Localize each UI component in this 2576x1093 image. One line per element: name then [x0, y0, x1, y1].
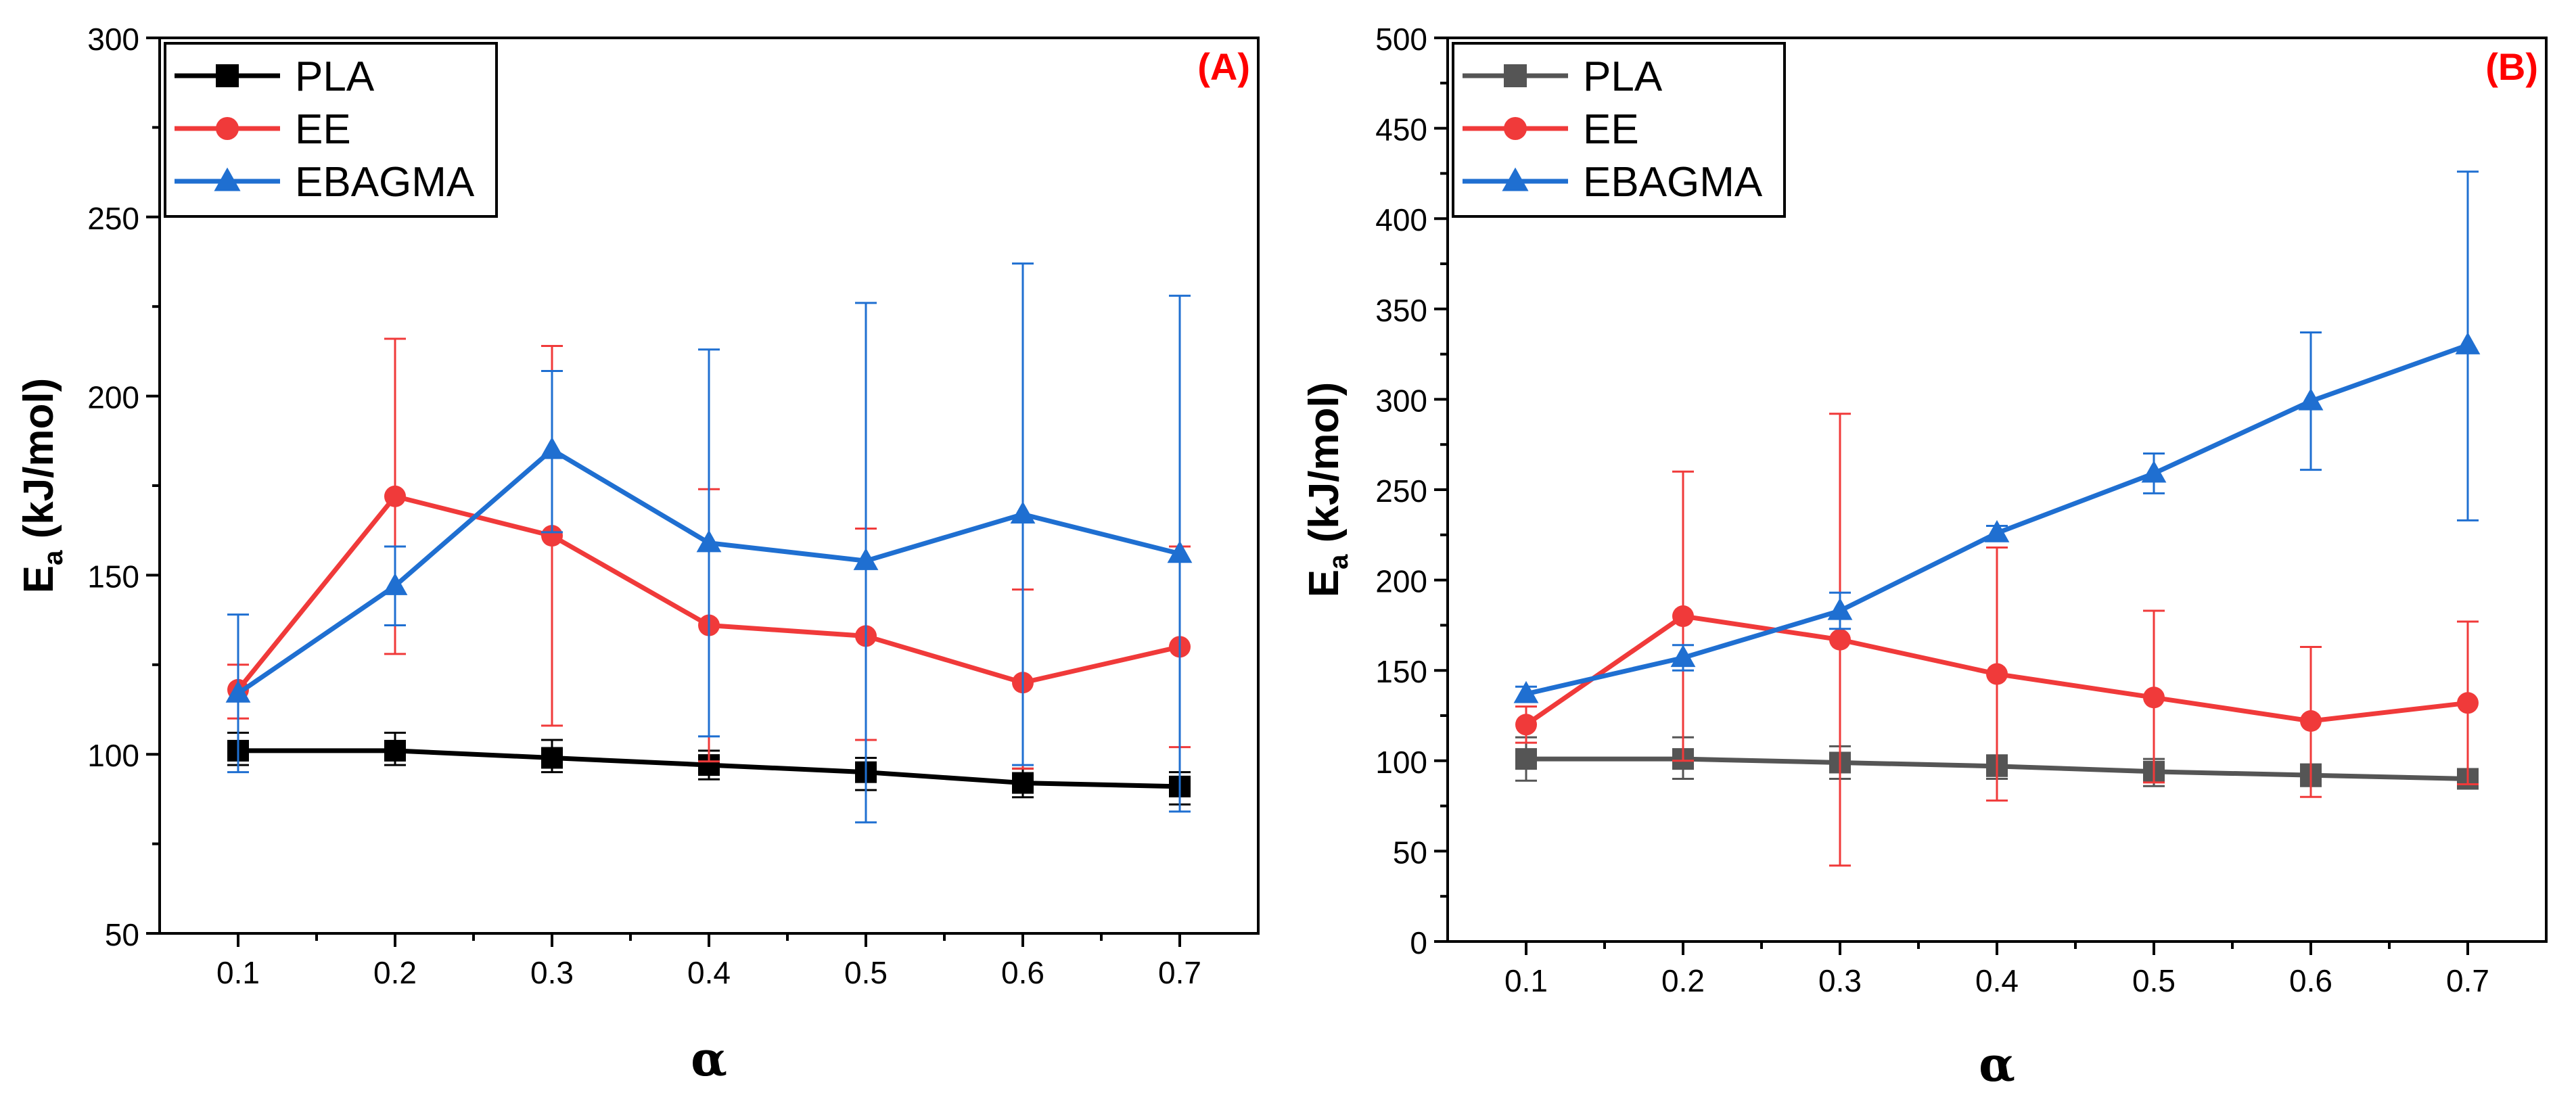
panel-a-pla-point	[541, 747, 563, 769]
panel-b-y-tick-label: 500	[1375, 22, 1427, 57]
panel-b-y-axis: 0 50 100 150 200 250 300 350 400 450 500	[1375, 22, 1448, 960]
panel-b-legend-item-pla: PLA	[1463, 53, 1663, 100]
panel-b-ee-point	[1672, 605, 1694, 628]
panel-b-y-tick-label: 150	[1375, 654, 1427, 689]
panel-b-label: (B)	[2485, 45, 2538, 88]
panel-b-ee-point	[2143, 687, 2165, 709]
panel-a-ebagma-point	[382, 573, 408, 595]
panel-b-legend-item-ebagma: EBAGMA	[1463, 159, 1763, 206]
panel-a-y-axis-title: Ea (kJ/mol)	[16, 378, 68, 594]
panel-b-legend-label-pla: PLA	[1583, 53, 1663, 100]
panel-b-chart: 0 50 100 150 200 250 300 350 400 450 500 0.1 0.2 0.3…	[1301, 22, 2548, 1092]
panel-a-ee-point	[541, 525, 563, 547]
panel-b-ebagma-point	[1670, 645, 1696, 668]
panel-a-y-axis: 50 100 150 200 250 300	[87, 22, 160, 952]
panel-a-x-axis: 0.1 0.2 0.3 0.4 0.5 0.6 0.7	[216, 933, 1201, 990]
panel-b-ebagma-point	[1984, 519, 2010, 542]
panel-a-x-tick-label: 0.1	[216, 955, 260, 990]
panel-b-x-axis: 0.1 0.2 0.3 0.4 0.5 0.6 0.7	[1504, 941, 2489, 998]
panel-a-y-tick-label: 50	[105, 917, 139, 952]
panel-a-x-axis-title: α	[691, 1031, 727, 1087]
panel-b-legend-label-ebagma: EBAGMA	[1583, 159, 1763, 206]
panel-b-x-tick-label: 0.4	[1975, 963, 2019, 998]
panel-b-ebagma-point	[2455, 332, 2481, 354]
panel-b-pla-point	[1515, 748, 1537, 770]
panel-b-y-tick-label: 100	[1375, 745, 1427, 780]
panel-b-y-tick-label: 0	[1410, 925, 1427, 960]
panel-a-legend-label-ebagma: EBAGMA	[295, 159, 475, 206]
panel-b-legend-item-ee: EE	[1463, 106, 1639, 153]
panel-a-ebagma-point	[1010, 501, 1036, 524]
panel-b-y-tick-label: 450	[1375, 112, 1427, 147]
panel-b-legend-marker-ee	[1504, 117, 1527, 140]
panel-b-ee-point	[1515, 714, 1537, 736]
panel-a-y-tick-label: 150	[87, 559, 139, 594]
panel-b-y-tick-label: 250	[1375, 473, 1427, 509]
panel-b-x-tick-label: 0.6	[2289, 963, 2332, 998]
panel-b-x-tick-label: 0.5	[2132, 963, 2176, 998]
panel-a-x-tick-label: 0.3	[530, 955, 574, 990]
panel-b-series-ebagma	[1513, 170, 2481, 703]
panel-a-x-tick-label: 0.4	[687, 955, 731, 990]
panel-b-x-axis-title: α	[1979, 1036, 2015, 1090]
panel-a-legend-marker-ee	[216, 117, 239, 140]
panel-a-legend-item-ee: EE	[175, 106, 351, 153]
panel-b-series-ee	[1515, 413, 2479, 867]
panel-a-label: (A)	[1197, 45, 1250, 88]
panel-a-ee-point	[384, 485, 406, 507]
panel-a-y-tick-label: 300	[87, 22, 139, 57]
panel-a-y-tick-label: 250	[87, 201, 139, 236]
panel-b-y-tick-label: 50	[1393, 835, 1427, 870]
panel-a-ebagma-point	[1167, 540, 1193, 563]
panel-a-pla-point	[1012, 772, 1034, 794]
panel-b-x-tick-label: 0.1	[1504, 963, 1548, 998]
panel-b-legend-marker-ebagma	[1502, 167, 1529, 191]
panel-a-legend-item-pla: PLA	[175, 53, 375, 100]
panel-b-legend-marker-pla	[1504, 64, 1527, 87]
panel-b-x-tick-label: 0.3	[1818, 963, 1862, 998]
panel-a-x-tick-label: 0.5	[844, 955, 888, 990]
panel-b-ee-point	[1986, 663, 2008, 685]
panel-a-legend-label-pla: PLA	[295, 53, 375, 100]
panel-b-legend: PLA EE EBAGMA	[1452, 42, 1786, 218]
panel-a-x-tick-label: 0.7	[1158, 955, 1201, 990]
panel-a-y-tick-label: 200	[87, 380, 139, 415]
panel-a-legend-marker-pla	[216, 64, 239, 87]
panel-b-ee-point	[1829, 628, 1851, 651]
panel-b-legend-label-ee: EE	[1583, 106, 1639, 153]
panel-b-ebagma-point	[2141, 460, 2167, 483]
panel-a-ebagma-point	[853, 548, 879, 570]
panel-a-legend-marker-ebagma	[214, 167, 241, 191]
panel-a-pla-point	[384, 739, 406, 762]
panel-b-y-tick-label: 350	[1375, 293, 1427, 328]
panel-a-ebagma-point	[696, 530, 722, 553]
panel-b-ee-point	[2457, 692, 2479, 714]
panel-a-series-ebagma	[225, 262, 1193, 824]
panel-a-marks	[225, 262, 1193, 824]
panel-a-legend: PLA EE EBAGMA	[164, 42, 498, 218]
panel-b-ebagma-point	[2298, 388, 2324, 411]
panel-b-y-axis-title: Ea (kJ/mol)	[1301, 382, 1354, 598]
panel-a-legend-label-ee: EE	[295, 106, 351, 153]
panel-b-x-tick-label: 0.7	[2446, 963, 2489, 998]
panel-a-ebagma-point	[539, 436, 565, 459]
panel-a-x-tick-label: 0.2	[373, 955, 417, 990]
panel-b-y-tick-label: 300	[1375, 383, 1427, 418]
panel-b-ebagma-point	[1827, 597, 1853, 620]
panel-b-ebagma-point	[1513, 680, 1539, 703]
panel-b-marks	[1513, 170, 2481, 867]
panel-b-ee-point	[2300, 710, 2322, 732]
panel-b-x-tick-label: 0.2	[1661, 963, 1705, 998]
panel-a-y-tick-label: 100	[87, 738, 139, 773]
panel-a-legend-item-ebagma: EBAGMA	[175, 159, 475, 206]
panel-a-x-tick-label: 0.6	[1001, 955, 1044, 990]
panel-a-ebagma-point	[225, 680, 251, 703]
panel-b-y-tick-label: 200	[1375, 564, 1427, 599]
panel-b-y-tick-label: 400	[1375, 202, 1427, 237]
